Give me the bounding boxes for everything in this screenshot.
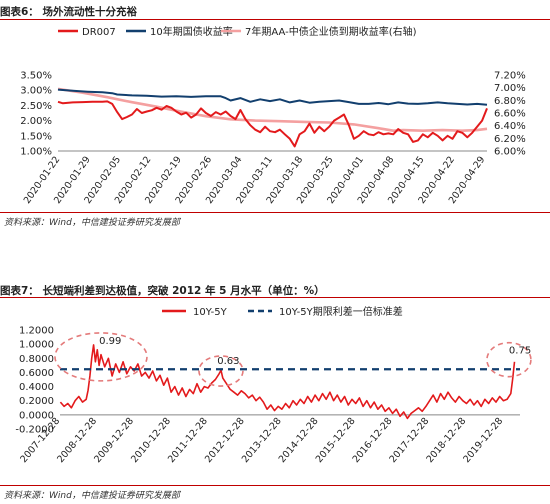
figure-6-rule: [0, 19, 550, 20]
y-tick-label: -0.2000: [15, 425, 54, 436]
annotation-label-2: 0.75: [509, 345, 531, 356]
annotation-label-1: 0.63: [217, 356, 239, 367]
figure-7-source: 资料来源：Wind，中信建投证券研究发展部: [4, 491, 180, 501]
annotation-ellipse-1: [198, 355, 244, 387]
figure-6-source-rule: [0, 212, 550, 213]
figure-6-source: 资料来源：Wind，中信建投证券研究发展部: [4, 218, 180, 228]
figure-7-title: 图表7： 长短端利差到达极值，突破 2012 年 5 月水平（单位：%）: [0, 283, 325, 298]
y-right-tick-label: 6.40%: [494, 121, 526, 132]
series-line-1: [57, 88, 488, 106]
y-right-tick-label: 7.20%: [494, 71, 526, 82]
y-tick-label: 0.0000: [19, 410, 54, 421]
y-tick-label: 1.0000: [19, 340, 54, 351]
annotation-ellipse-2: [486, 341, 532, 378]
annotation-ellipse-0: [54, 332, 148, 382]
legend-label-0: DR007: [82, 27, 116, 38]
chart-term-spread: -0.2000 0.0000 0.2000 0.4000 0.6000 0.8000 1.0…: [15, 305, 532, 465]
figure-6-title: 图表6： 场外流动性十分充裕: [0, 4, 137, 19]
y-left-tick-label: 1.00%: [20, 147, 52, 158]
y-tick-label: 0.6000: [19, 368, 54, 379]
y-left-tick-label: 1.50%: [20, 131, 52, 142]
legend-label-std: 10Y-5Y期限利差一倍标准差: [279, 305, 403, 318]
annotation-label-0: 0.99: [99, 336, 121, 347]
series-line-spread: [59, 344, 516, 420]
y-left-tick-label: 2.00%: [20, 116, 52, 127]
y-left-tick-label: 2.50%: [20, 101, 52, 112]
figure-7-rule: [0, 297, 550, 298]
figure-7-source-rule: [0, 485, 550, 486]
figure-7-label: 图表7：: [0, 285, 39, 297]
legend-label-2: 7年期AA-中债企业债到期收益率(右轴): [245, 25, 417, 38]
chart-liquidity: 1.00% 1.50% 2.00% 2.50% 3.00% 3.50% 6.00% 6.20%…: [20, 25, 526, 206]
legend-label-1: 10年期国债收益率: [150, 25, 233, 38]
figure-7-text: 长短端利差到达极值，突破 2012 年 5 月水平（单位：%）: [42, 285, 325, 297]
y-right-tick-label: 6.00%: [494, 147, 526, 158]
legend-label-spread: 10Y-5Y: [193, 307, 228, 318]
y-tick-label: 0.4000: [19, 382, 54, 393]
y-tick-label: 0.2000: [19, 396, 54, 407]
series-line-2: [57, 87, 488, 132]
series-line-0: [57, 100, 488, 148]
y-right-tick-label: 6.80%: [494, 96, 526, 107]
y-tick-label: 1.2000: [19, 326, 54, 337]
y-left-tick-label: 3.00%: [20, 86, 52, 97]
figure-6-label: 图表6：: [0, 6, 39, 18]
y-left-tick-label: 3.50%: [20, 71, 52, 82]
figure-6-text: 场外流动性十分充裕: [42, 6, 137, 18]
y-right-tick-label: 6.60%: [494, 109, 526, 120]
y-tick-label: 0.8000: [19, 354, 54, 365]
y-right-tick-label: 7.00%: [494, 83, 526, 94]
y-right-tick-label: 6.20%: [494, 134, 526, 145]
